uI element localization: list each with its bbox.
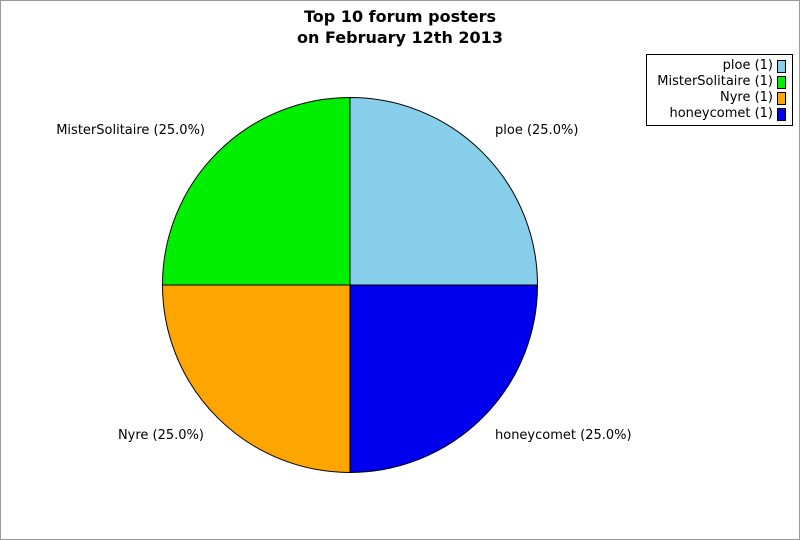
- chart-title-line-1: Top 10 forum posters: [304, 7, 496, 26]
- legend: ploe (1) MisterSolitaire (1) Nyre (1) ho…: [646, 54, 793, 126]
- pie-slice-ploe: [349, 96, 539, 286]
- legend-item-nyre: Nyre (1): [651, 90, 786, 106]
- legend-swatch-mistersolitaire: [777, 75, 786, 89]
- pie-slice-nyre: [161, 284, 351, 474]
- legend-item-mistersolitaire: MisterSolitaire (1): [651, 74, 786, 90]
- chart-title: Top 10 forum posters on February 12th 20…: [0, 6, 800, 48]
- legend-item-label: honeycomet (1): [669, 106, 773, 121]
- chart-title-line-2: on February 12th 2013: [297, 28, 503, 47]
- pie-label-honeycomet: honeycomet (25.0%): [495, 428, 632, 443]
- pie-label-ploe: ploe (25.0%): [495, 123, 579, 138]
- legend-swatch-honeycomet: [777, 107, 786, 121]
- legend-item-label: ploe (1): [722, 58, 773, 73]
- pie-slice-mistersolitaire: [161, 96, 351, 286]
- legend-item-ploe: ploe (1): [651, 58, 786, 74]
- pie-label-mistersolitaire: MisterSolitaire (25.0%): [56, 123, 205, 138]
- legend-swatch-ploe: [777, 59, 786, 73]
- pie-label-nyre: Nyre (25.0%): [117, 428, 204, 443]
- legend-item-label: Nyre (1): [719, 90, 773, 105]
- legend-item-label: MisterSolitaire (1): [657, 74, 773, 89]
- legend-swatch-nyre: [777, 91, 786, 105]
- legend-item-honeycomet: honeycomet (1): [651, 106, 786, 122]
- pie-slice-honeycomet: [349, 284, 539, 474]
